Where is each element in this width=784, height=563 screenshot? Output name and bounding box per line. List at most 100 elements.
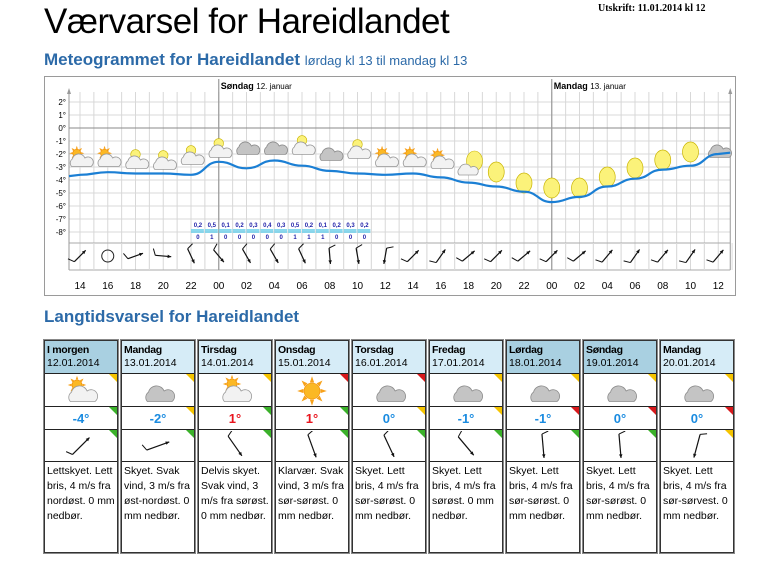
svg-text:10: 10 [352,281,364,292]
forecast-day-date: 17.01.2014 [432,357,485,369]
meteogram-chart: Søndag 12. januar Mandag 13. januar 2° 1° 0°… [44,76,736,296]
svg-text:0,3: 0,3 [277,223,286,229]
confidence-indicator [648,407,656,415]
forecast-temperature: -1° [534,410,552,426]
forecast-day-header: Lørdag 18.01.2014 [507,341,579,374]
confidence-indicator [109,407,117,415]
svg-text:0,2: 0,2 [333,223,342,229]
svg-text:12: 12 [713,281,725,292]
forecast-day-column: Fredag 17.01.2014 -1° Skyet. Lett bris, … [428,339,504,554]
cloudy-icon [684,385,715,402]
forecast-day-header: I morgen 12.01.2014 [45,341,117,374]
svg-text:1: 1 [210,235,214,241]
cloudy-icon [530,385,561,402]
meteogram-heading: Meteogrammet for Hareidlandet lørdag kl … [44,50,467,70]
weather-symbol-moon [487,161,505,183]
svg-text:04: 04 [269,281,281,292]
weather-symbol-cloudy [264,141,288,155]
svg-text:14: 14 [74,281,86,292]
forecast-wind-cell [199,430,271,462]
svg-text:0: 0 [252,235,256,241]
forecast-wind-cell [122,430,194,462]
forecast-description: Skyet. Lett bris, 4 m/s fra sør-sørøst. … [509,465,573,522]
wind-arrow-icon [227,430,243,456]
svg-text:0,3: 0,3 [346,223,355,229]
svg-text:0: 0 [238,235,242,241]
svg-text:0: 0 [266,235,270,241]
confidence-indicator [109,374,117,382]
forecast-temperature: 1° [305,410,319,426]
confidence-indicator [417,374,425,382]
confidence-indicator [186,374,194,382]
confidence-indicator [263,374,271,382]
svg-text:00: 00 [546,281,558,292]
svg-text:18: 18 [463,281,475,292]
page-title: Værvarsel for Hareidlandet [44,2,450,41]
svg-text:-5°: -5° [56,189,66,198]
confidence-indicator [571,407,579,415]
forecast-temperature-cell: -1° [430,407,502,430]
confidence-indicator [725,407,733,415]
sun-icon [297,376,327,406]
forecast-wind-cell [353,430,425,462]
longterm-forecast-table: I morgen 12.01.2014 -4° Lettskyet. Lett … [43,339,735,554]
svg-text:08: 08 [324,281,336,292]
svg-text:0: 0 [224,235,228,241]
forecast-description: Lettskyet. Lett bris, 4 m/s fra nordøst.… [47,465,115,522]
forecast-day-date: 16.01.2014 [355,357,408,369]
forecast-day-column: I morgen 12.01.2014 -4° Lettskyet. Lett … [43,339,119,554]
wind-arrow-icon [618,430,626,458]
wind-arrow-icon [693,432,708,458]
wind-arrow-icon [457,430,475,456]
forecast-temperature-cell: 1° [199,407,271,430]
forecast-day-header: Mandag 13.01.2014 [122,341,194,374]
svg-text:0,1: 0,1 [319,223,328,229]
confidence-indicator [340,430,348,438]
weather-symbol-partly-cloudy-sun [402,145,427,167]
weather-symbol-fair-cloud [291,135,316,155]
weather-symbol-moon [515,172,533,194]
forecast-temperature: -1° [457,410,475,426]
forecast-day-date: 19.01.2014 [586,357,639,369]
wind-arrow-icon [541,430,549,458]
forecast-day-column: Mandag 20.01.2014 0° Skyet. Lett bris, 4… [659,339,735,554]
svg-text:10: 10 [685,281,697,292]
weather-symbol-partly-cloudy-sun [97,145,122,167]
meteogram-title: Meteogrammet for Hareidlandet [44,50,300,69]
forecast-weather-cell [661,374,733,407]
svg-text:0,1: 0,1 [222,223,231,229]
svg-text:-7°: -7° [56,215,66,224]
confidence-indicator [648,374,656,382]
forecast-temperature-cell: 0° [584,407,656,430]
forecast-day-date: 14.01.2014 [201,357,254,369]
partly-cloudy-sun-icon [67,375,99,402]
forecast-temperature-cell: 0° [661,407,733,430]
weather-symbol-fair-cloud-night [457,150,483,176]
confidence-indicator [571,430,579,438]
forecast-wind-cell [276,430,348,462]
svg-text:20: 20 [491,281,503,292]
weather-symbol-cloudy [319,147,344,161]
cloudy-icon [376,385,407,402]
confidence-indicator [340,407,348,415]
svg-text:0: 0 [363,235,367,241]
forecast-wind-cell [661,430,733,462]
svg-text:1: 1 [307,235,311,241]
fair-cloud-sun-icon [222,374,253,402]
svg-text:0,2: 0,2 [194,223,203,229]
forecast-temperature-cell: -4° [45,407,117,430]
confidence-indicator [571,374,579,382]
weather-symbol-moon [543,177,561,199]
confidence-indicator [725,374,733,382]
forecast-temperature-cell: 1° [276,407,348,430]
forecast-day-name: Mandag [124,344,162,356]
forecast-day-date: 15.01.2014 [278,357,331,369]
forecast-day-header: Mandag 20.01.2014 [661,341,733,374]
forecast-description: Delvis skyet. Svak vind, 3 m/s fra sørøs… [201,465,269,522]
svg-text:1: 1 [321,235,325,241]
forecast-day-column: Tirsdag 14.01.2014 1° Delvis skyet. Svak… [197,339,273,554]
svg-text:02: 02 [574,281,586,292]
forecast-description: Skyet. Lett bris, 4 m/s fra sør-sørvest.… [663,465,728,522]
svg-text:22: 22 [185,281,197,292]
confidence-indicator [417,430,425,438]
